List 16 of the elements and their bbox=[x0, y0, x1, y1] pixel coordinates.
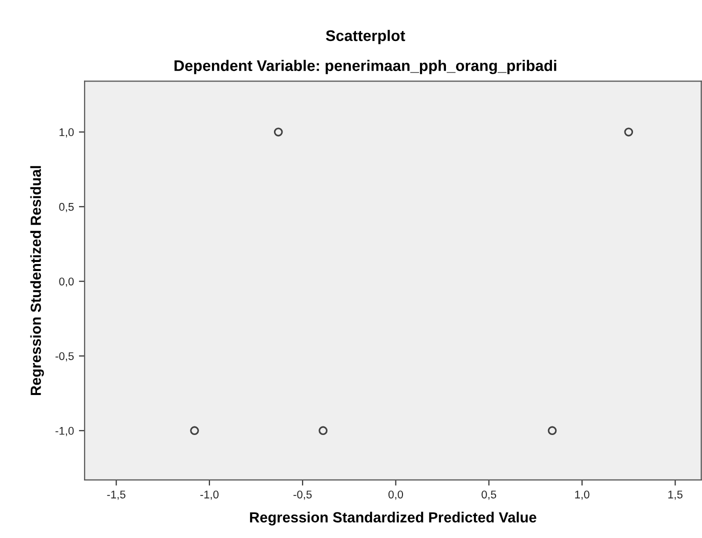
chart-subtitle: Dependent Variable: penerimaan_pph_orang_pribadi bbox=[174, 60, 556, 74]
x-tick-label: 0,5 bbox=[482, 490, 496, 500]
y-tick-label: 0,5 bbox=[59, 202, 74, 212]
x-tick-label: -1,5 bbox=[107, 490, 126, 500]
chart-title: Scatterplot bbox=[326, 30, 406, 44]
y-tick-label: 0,0 bbox=[59, 278, 74, 287]
y-axis-title: Regression Studentized Residual bbox=[30, 166, 44, 396]
x-tick-label: -0,5 bbox=[294, 490, 312, 500]
y-tick-label: -1,0 bbox=[56, 426, 74, 436]
y-tick-label: 1,0 bbox=[60, 128, 74, 138]
x-tick-label: -1,0 bbox=[200, 490, 219, 500]
x-tick-label: 0,0 bbox=[388, 490, 404, 500]
y-tick-label: -0,5 bbox=[56, 352, 74, 362]
x-tick-label: 1,5 bbox=[668, 490, 682, 500]
x-axis-title: Regression Standardized Predicted Value bbox=[250, 512, 536, 526]
x-tick-label: 1,0 bbox=[575, 490, 590, 500]
